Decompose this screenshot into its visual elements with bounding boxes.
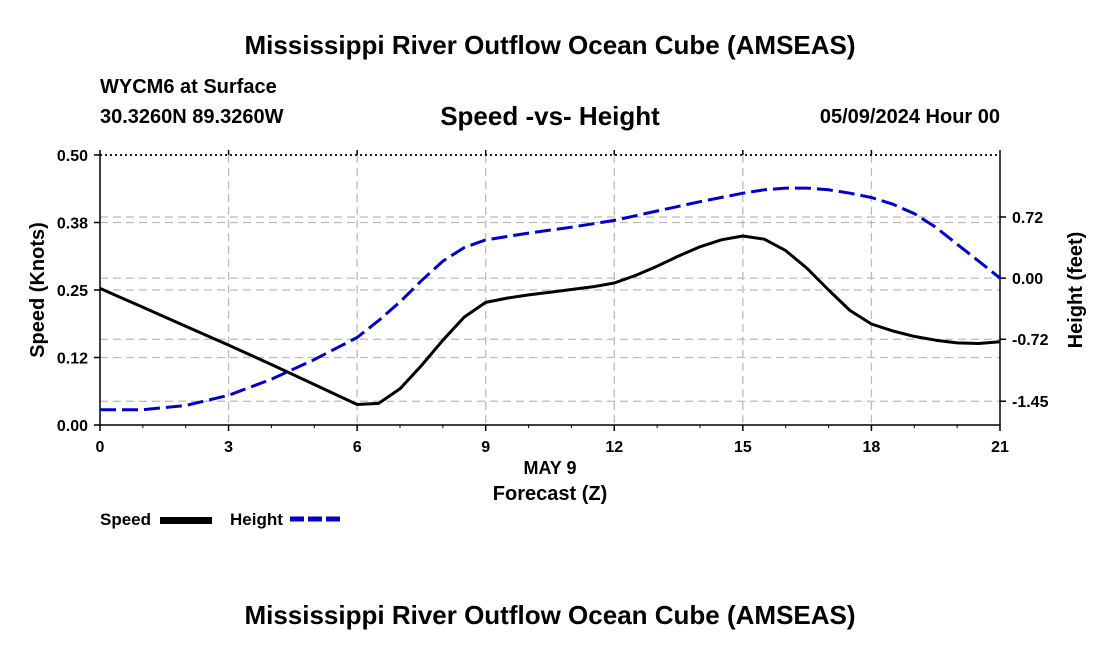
y-left-tick-label: 0.25 bbox=[57, 283, 88, 300]
x-axis-date-label: MAY 9 bbox=[523, 458, 576, 478]
chart-title: Speed -vs- Height bbox=[440, 101, 660, 131]
forecast-datetime: 05/09/2024 Hour 00 bbox=[819, 106, 1000, 128]
x-tick-label: 18 bbox=[863, 439, 881, 456]
y-right-tick-label: -0.72 bbox=[1012, 332, 1049, 349]
y-right-tick-label: 0.72 bbox=[1012, 210, 1043, 227]
page-title-top: Mississippi River Outflow Ocean Cube (AM… bbox=[244, 30, 856, 60]
x-tick-label: 15 bbox=[734, 439, 752, 456]
series-lines bbox=[99, 186, 1001, 412]
legend-height-swatch bbox=[290, 516, 342, 522]
page-title-bottom: Mississippi River Outflow Ocean Cube (AM… bbox=[244, 600, 856, 630]
y-left-tick-label: 0.00 bbox=[57, 418, 88, 435]
y-right-tick-label: 0.00 bbox=[1012, 271, 1043, 288]
legend-speed-label: Speed bbox=[100, 510, 152, 529]
x-tick-label: 21 bbox=[991, 439, 1009, 456]
y-left-tick-label: 0.38 bbox=[57, 216, 88, 233]
series-line-speed bbox=[99, 234, 1001, 406]
coordinates-label: 30.3260N 89.3260W bbox=[100, 106, 284, 128]
x-tick-label: 6 bbox=[353, 439, 362, 456]
legend-speed-swatch bbox=[160, 517, 212, 524]
station-label: WYCM6 at Surface bbox=[100, 76, 277, 98]
legend-height-label: Height bbox=[230, 510, 283, 529]
x-tick-label: 0 bbox=[96, 439, 105, 456]
x-axis-label: Forecast (Z) bbox=[493, 483, 607, 505]
y-left-tick-label: 0.12 bbox=[57, 351, 88, 368]
axes: 0 3 6 9 12 15 18 21 0.00 0.12 0.25 0.38 0.50 -1.45 -0.… bbox=[57, 148, 1049, 456]
grid-lines bbox=[100, 155, 1000, 425]
y-axis-right-label: Height (feet) bbox=[1065, 232, 1087, 349]
x-tick-label: 12 bbox=[605, 439, 623, 456]
series-line-height bbox=[100, 186, 1001, 412]
x-tick-label: 9 bbox=[481, 439, 490, 456]
x-tick-label: 3 bbox=[224, 439, 233, 456]
y-axis-left-label: Speed (Knots) bbox=[27, 222, 49, 358]
y-left-tick-label: 0.50 bbox=[57, 148, 88, 165]
y-right-tick-label: -1.45 bbox=[1012, 394, 1049, 411]
